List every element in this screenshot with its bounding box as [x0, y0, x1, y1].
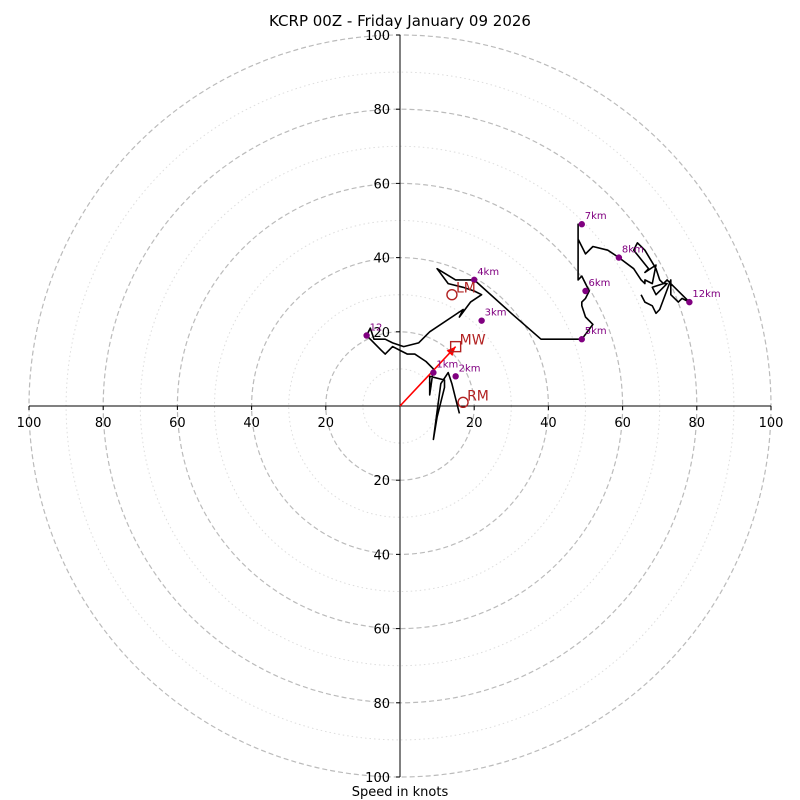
height-marker-dot	[578, 336, 585, 343]
shear-vector-line	[399, 346, 457, 407]
height-marker-label: 5km	[585, 326, 607, 337]
chart-title: KCRP 00Z - Friday January 09 2026	[269, 12, 531, 30]
height-marker-label: 6km	[589, 278, 611, 289]
height-marker-dot	[478, 317, 485, 324]
y-tick-label-top: 80	[373, 103, 390, 118]
x-tick-label: 100	[759, 416, 784, 431]
height-marker-label: 7km	[585, 211, 607, 222]
height-marker-label: 2km	[459, 363, 481, 374]
y-tick-label-bottom: 80	[373, 697, 390, 712]
height-marker-dot	[578, 221, 585, 228]
storm-motion-marker	[457, 396, 469, 408]
x-axis-label: Speed in knots	[352, 785, 449, 800]
y-tick-label-top: 20	[373, 326, 390, 341]
y-tick-label-top: 60	[373, 177, 390, 192]
height-marker-label: 8km	[622, 245, 644, 256]
x-tick-label: 40	[243, 416, 260, 431]
y-tick-label-bottom: 60	[373, 623, 390, 638]
x-tick-label: 20	[318, 416, 335, 431]
height-marker-label: 12	[370, 323, 383, 334]
x-tick-label: 60	[614, 416, 631, 431]
x-tick-label: 80	[95, 416, 112, 431]
height-marker-dot	[615, 254, 623, 261]
storm-motion-label: MW	[460, 333, 486, 349]
storm-motion-marker	[446, 289, 458, 301]
height-marker-dot	[430, 369, 437, 376]
x-tick-label: 100	[17, 416, 42, 431]
storm-motion-label: RM	[467, 388, 489, 404]
x-tick-label: 20	[466, 416, 483, 431]
x-tick-label: 60	[169, 416, 186, 431]
height-marker-dot	[582, 287, 589, 295]
storm-motion-marker	[449, 340, 462, 353]
height-markers: 1km 2km 3km 4km 5km 6km 7km 8km 12km 12	[363, 211, 721, 380]
height-marker-dot	[363, 332, 370, 339]
height-marker-label: 3km	[485, 308, 507, 319]
height-marker-dot	[452, 373, 459, 380]
y-tick-label-top: 40	[373, 252, 390, 267]
x-tick-label: 80	[689, 416, 706, 431]
hodograph-trace	[365, 223, 691, 441]
height-marker-label: 4km	[477, 267, 499, 278]
storm-motion-label: LM	[456, 281, 476, 297]
x-tick-label: 40	[540, 416, 557, 431]
y-tick-label-bottom: 100	[365, 771, 390, 786]
x-tick-labels: 100 80 60 40 20 20 40 60 80 100	[17, 406, 784, 431]
height-marker-label: 1km	[436, 360, 458, 371]
y-tick-label-bottom: 40	[373, 548, 390, 563]
y-tick-label-top: 100	[365, 29, 390, 44]
hodograph-trace-group	[365, 223, 691, 441]
y-tick-label-bottom: 20	[373, 474, 390, 489]
height-marker-dot	[686, 298, 693, 306]
height-marker-label: 12km	[692, 289, 720, 300]
storm-motion-markers: LM RM MW	[446, 281, 489, 408]
height-marker-dot	[471, 276, 478, 284]
y-tick-labels: 20 40 60 80 100 20 40 60 80 100	[365, 29, 400, 786]
